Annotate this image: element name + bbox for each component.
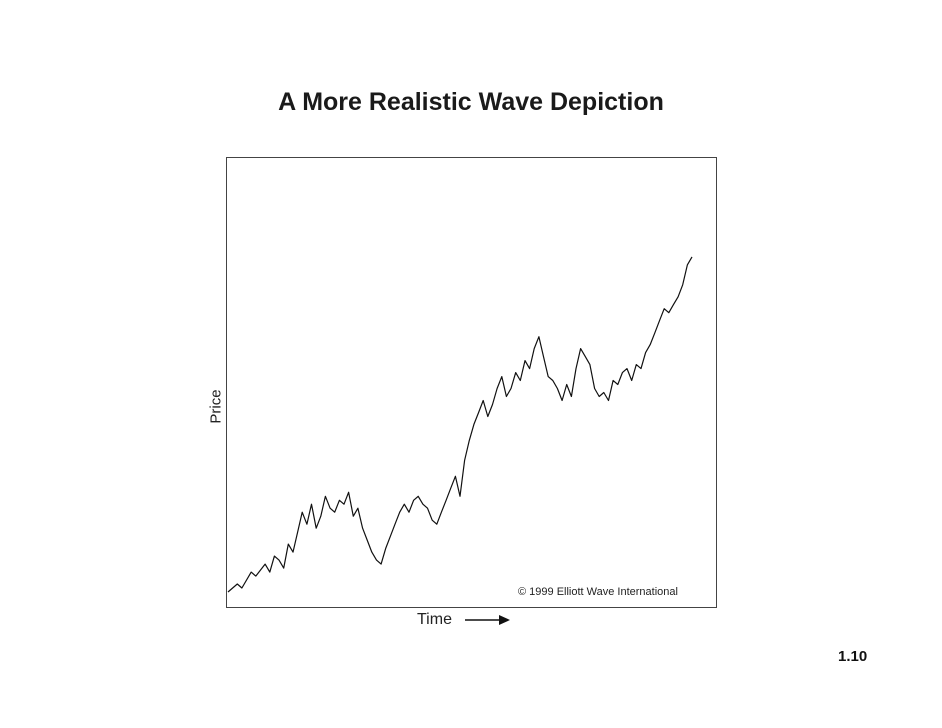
series-group [227, 256, 693, 593]
time-arrow-icon [465, 615, 510, 625]
x-axis-label: Time [417, 611, 452, 628]
plot-frame [226, 157, 717, 608]
slide-title: A More Realistic Wave Depiction [278, 88, 664, 116]
page-number: 1.10 [838, 648, 868, 665]
price-series-line [227, 256, 693, 593]
chart-svg [227, 256, 693, 593]
y-axis-label: Price [207, 389, 225, 424]
copyright-notice: © 1999 Elliott Wave International [518, 586, 678, 598]
